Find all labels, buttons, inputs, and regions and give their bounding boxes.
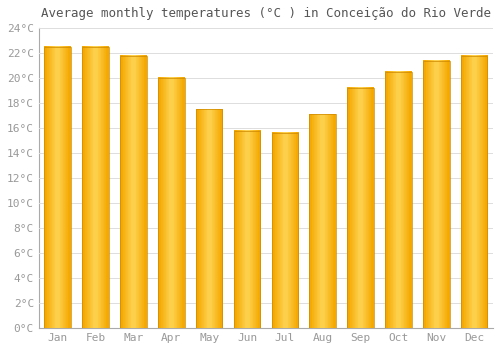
Bar (158, 78, 184, 328)
Bar (423, 61, 450, 328)
Bar (82, 47, 109, 328)
Title: Average monthly temperatures (°C ) in Conceição do Rio Verde: Average monthly temperatures (°C ) in Co… (41, 7, 491, 20)
Bar (196, 109, 222, 328)
Bar (385, 72, 411, 328)
Bar (44, 47, 71, 328)
Bar (234, 131, 260, 328)
Bar (272, 133, 298, 328)
Bar (120, 56, 146, 328)
Bar (348, 88, 374, 328)
Bar (461, 56, 487, 328)
Bar (310, 114, 336, 328)
